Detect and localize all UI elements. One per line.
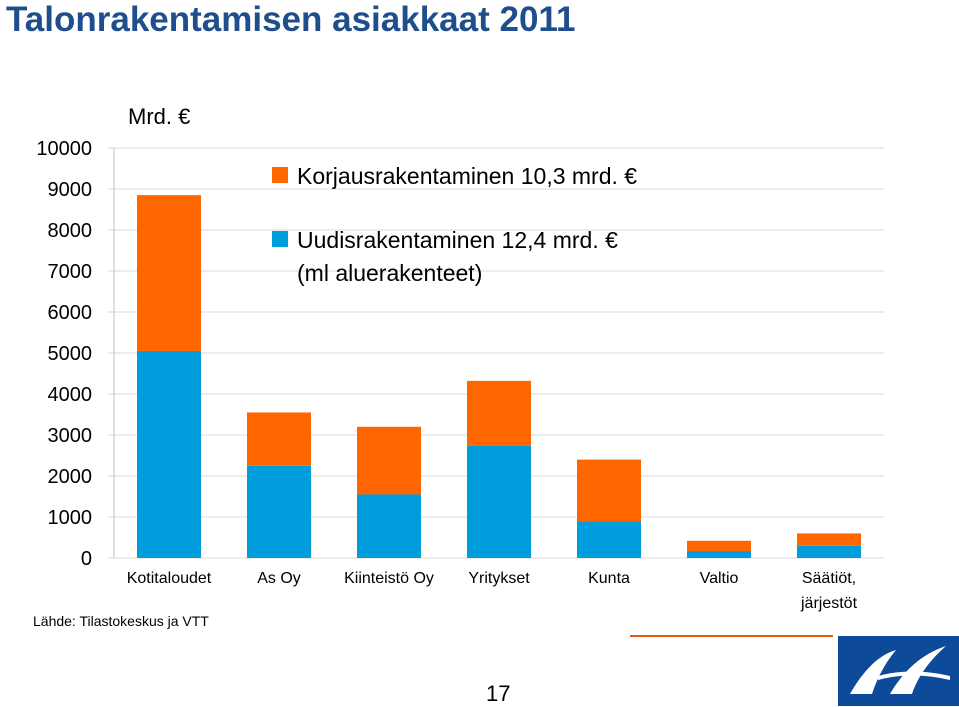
bar-korjaus (467, 380, 531, 446)
logo-icon (838, 636, 959, 706)
x-tick-label: järjestöt (800, 595, 858, 612)
x-tick-label: Säätiöt, (802, 570, 856, 587)
y-tick-label: 8000 (48, 220, 93, 242)
legend-label: Korjausrakentaminen 10,3 mrd. € (297, 163, 637, 189)
x-tick-label: Valtio (700, 570, 739, 587)
bar-uudis (797, 545, 861, 558)
bar-uudis (687, 551, 751, 558)
bar-uudis (357, 494, 421, 558)
bar-korjaus (687, 540, 751, 552)
source-note: Lähde: Tilastokeskus ja VTT (33, 613, 209, 629)
bar-korjaus (137, 195, 201, 351)
logo-swoosh-left (850, 650, 896, 694)
legend-swatch (272, 167, 288, 183)
bar-korjaus (247, 412, 311, 466)
y-tick-label: 6000 (48, 302, 93, 324)
unit-label: Mrd. € (128, 104, 191, 129)
logo-background (838, 636, 959, 706)
bar-korjaus (577, 459, 641, 522)
logo-crossbar (878, 671, 950, 680)
legend-label: Uudisrakentaminen 12,4 mrd. € (297, 227, 618, 253)
bar-korjaus (357, 426, 421, 495)
y-tick-label: 7000 (48, 261, 93, 283)
bar-korjaus (797, 533, 861, 546)
x-tick-label: Kunta (588, 570, 630, 587)
bar-uudis (467, 445, 531, 558)
page-number: 17 (486, 681, 511, 706)
accent-rule (630, 635, 833, 637)
y-tick-label: 4000 (48, 384, 93, 406)
logo-swoosh-right (890, 646, 946, 694)
legend-label: (ml aluerakenteet) (297, 260, 482, 286)
x-tick-label: As Oy (257, 570, 301, 587)
x-tick-label: Kotitaloudet (127, 570, 212, 587)
bar-uudis (577, 521, 641, 558)
y-tick-label: 1000 (48, 507, 93, 529)
legend-swatch (272, 231, 288, 247)
page-title: Talonrakentamisen asiakkaat 2011 (6, 0, 576, 39)
bar-uudis (137, 350, 201, 558)
y-tick-label: 0 (81, 548, 92, 570)
y-tick-label: 10000 (36, 138, 92, 160)
bar-uudis (247, 465, 311, 558)
y-tick-label: 5000 (48, 343, 93, 365)
y-tick-label: 2000 (48, 466, 93, 488)
x-tick-label: Kiinteistö Oy (344, 570, 434, 587)
y-tick-label: 9000 (48, 179, 93, 201)
x-tick-label: Yritykset (468, 570, 530, 587)
y-tick-label: 3000 (48, 425, 93, 447)
